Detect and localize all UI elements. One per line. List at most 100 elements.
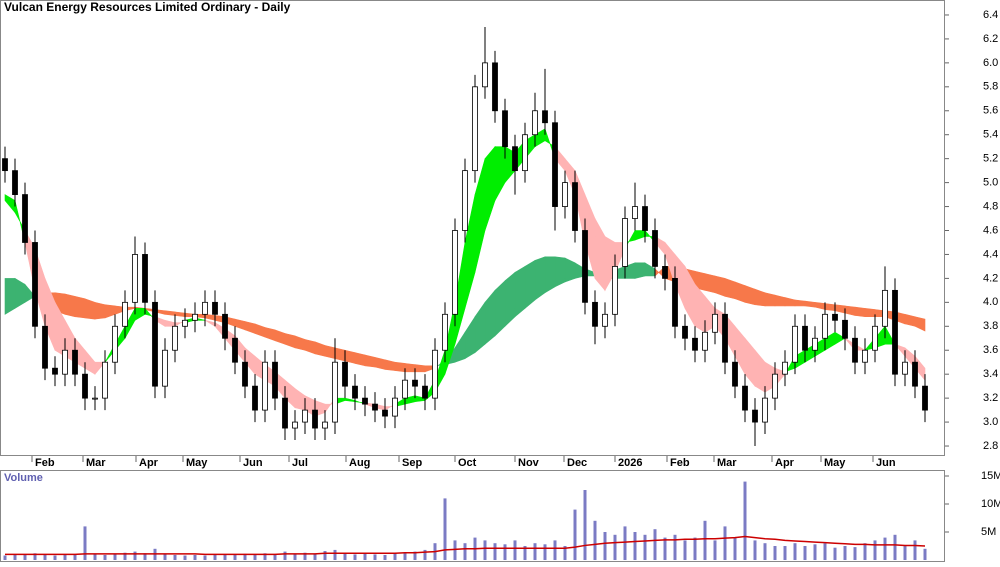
x-tick-label: Apr: [775, 457, 795, 469]
x-tick-label: May: [824, 457, 846, 469]
y-tick-label: 6.2: [983, 33, 998, 45]
candle-body: [872, 325, 878, 351]
candle-body: [792, 325, 798, 363]
volume-bar: [193, 554, 197, 560]
volume-bar: [543, 544, 547, 560]
volume-bar: [893, 534, 897, 560]
volume-bar: [293, 553, 297, 560]
y-tick-label: 4.6: [983, 224, 998, 236]
candle-body: [392, 397, 398, 417]
x-tick-label: Jun: [243, 457, 263, 469]
y-tick-label: 6.4: [983, 9, 998, 21]
volume-bar: [873, 540, 877, 560]
volume-bar: [503, 544, 507, 560]
candle-body: [722, 313, 728, 363]
band-segment: [394, 361, 406, 373]
candle-body: [182, 319, 188, 327]
volume-bar: [463, 543, 467, 560]
candle-body: [902, 361, 908, 375]
candle-body: [692, 337, 698, 351]
band-segment: [744, 285, 756, 306]
volume-bar: [813, 544, 817, 560]
y-tick-label: 6.0: [983, 57, 998, 69]
candle-body: [312, 409, 318, 429]
band-segment: [804, 300, 816, 308]
x-tick-label: May: [186, 457, 208, 469]
band-segment: [514, 265, 526, 318]
candle-body: [52, 367, 58, 375]
x-tick-label: Feb: [670, 457, 690, 469]
volume-tick-label: 5M: [981, 526, 996, 538]
volume-bar: [773, 546, 777, 560]
y-tick-label: 5.4: [983, 129, 998, 141]
volume-bar: [823, 543, 827, 560]
candle-body: [32, 242, 38, 327]
candle-body: [12, 170, 18, 195]
volume-bar: [203, 555, 207, 560]
volume-bar: [723, 526, 727, 560]
candle-body: [162, 349, 168, 387]
candle-body: [262, 361, 268, 411]
candle-body: [652, 230, 658, 267]
volume-bar: [73, 554, 77, 560]
band-segment: [914, 316, 926, 332]
volume-bar: [733, 537, 737, 560]
candle-body: [672, 277, 678, 327]
volume-bar: [363, 553, 367, 560]
y-tick-label: 5.2: [983, 153, 998, 165]
candle-body: [322, 421, 328, 429]
volume-bar: [403, 552, 407, 560]
candle-body: [852, 337, 858, 363]
candle-body: [462, 170, 468, 231]
volume-bar: [603, 532, 607, 560]
volume-bar: [693, 537, 697, 560]
volume-bar: [793, 543, 797, 560]
candle-body: [292, 421, 298, 429]
candle-body: [352, 385, 358, 399]
candle-body: [42, 325, 48, 369]
band-segment: [4, 278, 16, 315]
candle-body: [332, 361, 338, 423]
band-segment: [334, 347, 346, 362]
candle-body: [622, 218, 628, 267]
x-tick-label: Mar: [86, 457, 106, 469]
candle-body: [222, 313, 228, 339]
volume-bar: [103, 554, 107, 560]
volume-bar: [63, 554, 67, 560]
band-segment: [734, 281, 746, 303]
volume-bar: [783, 546, 787, 560]
candle-body: [242, 361, 248, 387]
volume-bar: [703, 520, 707, 560]
candle-body: [502, 110, 508, 148]
candle-body: [772, 373, 778, 399]
candle-body: [492, 62, 498, 112]
volume-bar: [643, 534, 647, 560]
candle-body: [22, 194, 28, 243]
candle-body: [472, 86, 478, 172]
x-tick-label: Aug: [349, 457, 370, 469]
candle-body: [512, 146, 518, 172]
candle-body: [192, 313, 198, 321]
volume-bar: [883, 537, 887, 560]
candle-body: [712, 313, 718, 333]
chart-title: Vulcan Energy Resources Limited Ordinary…: [4, 0, 291, 14]
candle-body: [282, 397, 288, 429]
y-tick-label: 4.8: [983, 200, 998, 212]
candle-body: [732, 361, 738, 387]
candle-body: [172, 325, 178, 351]
candle-body: [202, 301, 208, 315]
volume-tick-label: 10M: [981, 498, 1000, 510]
volume-bar: [673, 534, 677, 560]
volume-bar: [423, 549, 427, 560]
volume-bar: [223, 554, 227, 560]
volume-bar: [663, 537, 667, 560]
candle-body: [642, 206, 648, 231]
candle-body: [522, 134, 528, 172]
band-segment: [794, 299, 806, 307]
volume-tick-label: 15M: [981, 470, 1000, 482]
candle-body: [582, 230, 588, 303]
band-segment: [494, 280, 506, 337]
candle-body: [412, 379, 418, 387]
band-segment: [534, 256, 546, 301]
